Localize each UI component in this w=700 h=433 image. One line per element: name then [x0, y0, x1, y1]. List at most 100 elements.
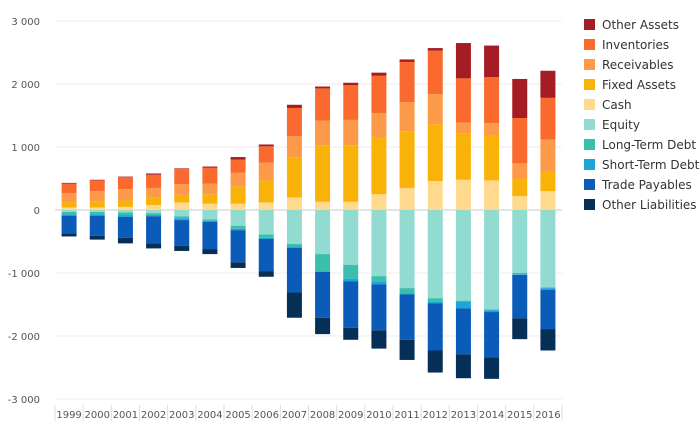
bar-segment: [146, 173, 162, 175]
bar-segment: [286, 107, 302, 137]
bar-segment: [399, 131, 415, 188]
bar-segment: [399, 59, 415, 62]
bar-segment: [61, 182, 77, 184]
bar-segment: [258, 146, 274, 163]
bar-segment: [202, 194, 218, 204]
bar-segment: [286, 292, 302, 318]
bar-segment: [202, 183, 218, 195]
x-tick-label: 2005: [225, 410, 250, 421]
bar-segment: [484, 123, 500, 136]
bar-segment: [258, 238, 274, 272]
bar-segment: [484, 180, 500, 210]
legend-item: Cash: [584, 98, 632, 112]
bar-segment: [174, 184, 190, 195]
x-tick-label: 2014: [479, 410, 504, 421]
bar-segment: [484, 45, 500, 78]
bar-segment: [230, 186, 246, 204]
y-tick-label: 2 000: [11, 80, 40, 91]
bar-segment: [540, 191, 556, 210]
bar-segment: [202, 249, 218, 255]
bar-segment: [427, 301, 443, 304]
legend-swatch: [584, 39, 595, 50]
legend-swatch: [584, 139, 595, 150]
bar-segment: [512, 118, 528, 164]
bar-segment: [371, 276, 387, 282]
bar-segment: [202, 167, 218, 184]
bar-segment: [89, 191, 105, 202]
bar-segment: [117, 176, 133, 178]
bar-segment: [315, 271, 331, 272]
bar-segment: [343, 82, 359, 86]
bar-segment: [89, 207, 105, 210]
bar-segment: [343, 281, 359, 328]
bar-segment: [258, 162, 274, 181]
bar-segment: [427, 94, 443, 125]
bar-segment: [484, 210, 500, 310]
bar-segment: [455, 308, 471, 355]
bar-segment: [117, 210, 133, 213]
bar-segment: [512, 78, 528, 119]
legend-swatch: [584, 99, 595, 110]
axis-layer: -3 000 -2 000 -1 000 0 1 000 2 000 3 000 1999 20…: [8, 17, 563, 421]
bar-segment: [174, 202, 190, 210]
bar-segment: [399, 210, 415, 289]
x-tick-label: 2010: [366, 410, 391, 421]
grid-layer: [55, 20, 562, 400]
bar-segment: [117, 206, 133, 210]
bar-segment: [371, 194, 387, 210]
bar-segment: [427, 50, 443, 95]
bar-segment: [146, 216, 162, 244]
bar-segment: [258, 237, 274, 239]
bar-segment: [230, 157, 246, 160]
bar-segment: [89, 214, 105, 216]
bar-segment: [258, 234, 274, 238]
bar-segment: [315, 145, 331, 202]
bar-segment: [286, 247, 302, 293]
bar-segment: [427, 210, 443, 299]
bar-segment: [230, 262, 246, 268]
legend-label: Equity: [602, 118, 640, 132]
bar-segment: [540, 329, 556, 351]
bar-segment: [174, 168, 190, 170]
legend-item: Fixed Assets: [584, 78, 676, 92]
bar-segment: [371, 330, 387, 349]
bar-segment: [286, 136, 302, 158]
bar-segment: [174, 245, 190, 251]
bar-segment: [455, 133, 471, 180]
bar-segment: [146, 174, 162, 188]
legend-item: Equity: [584, 118, 640, 132]
bar-segment: [455, 122, 471, 134]
x-tick-label: 2004: [197, 410, 222, 421]
bar-segment: [427, 181, 443, 210]
bar-segment: [117, 177, 133, 190]
bar-segment: [146, 187, 162, 198]
bar-segment: [61, 214, 77, 216]
x-tick-label: 2012: [423, 410, 448, 421]
legend-label: Short-Term Debt: [602, 158, 700, 172]
bar-segment: [427, 124, 443, 182]
legend-swatch: [584, 59, 595, 70]
bar-segment: [174, 210, 190, 217]
bar-segment: [315, 271, 331, 318]
bar-segment: [512, 210, 528, 273]
bar-segment: [484, 312, 500, 358]
bar-layer: [61, 43, 556, 379]
bar-segment: [484, 309, 500, 311]
bar-segment: [540, 288, 556, 291]
bar-segment: [427, 298, 443, 302]
bar-segment: [258, 202, 274, 210]
bar-segment: [371, 72, 387, 76]
bar-segment: [540, 170, 556, 192]
bar-segment: [315, 88, 331, 121]
bar-segment: [61, 233, 77, 237]
bar-segment: [399, 187, 415, 210]
x-tick-label: 2002: [141, 410, 166, 421]
bar-segment: [230, 210, 246, 226]
bar-segment: [455, 354, 471, 379]
bar-segment: [455, 301, 471, 309]
bar-segment: [146, 204, 162, 210]
bar-segment: [117, 237, 133, 244]
bar-segment: [484, 310, 500, 313]
bar-segment: [230, 203, 246, 210]
